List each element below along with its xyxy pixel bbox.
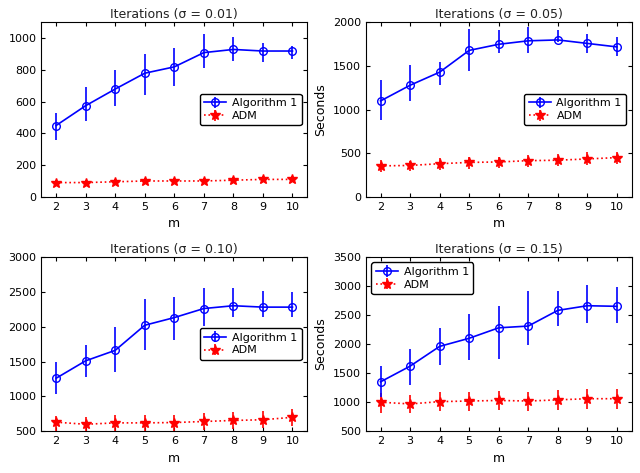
Title: Iterations (σ = 0.01): Iterations (σ = 0.01) <box>111 9 238 21</box>
Legend: Algorithm 1, ADM: Algorithm 1, ADM <box>524 94 626 125</box>
Y-axis label: Seconds: Seconds <box>314 318 327 370</box>
Y-axis label: Seconds: Seconds <box>314 83 327 136</box>
Title: Iterations (σ = 0.15): Iterations (σ = 0.15) <box>435 243 563 256</box>
X-axis label: m: m <box>168 217 180 230</box>
Title: Iterations (σ = 0.10): Iterations (σ = 0.10) <box>111 243 238 256</box>
X-axis label: m: m <box>168 452 180 464</box>
X-axis label: m: m <box>493 452 505 464</box>
X-axis label: m: m <box>493 217 505 230</box>
Legend: Algorithm 1, ADM: Algorithm 1, ADM <box>200 94 301 125</box>
Legend: Algorithm 1, ADM: Algorithm 1, ADM <box>371 263 473 294</box>
Title: Iterations (σ = 0.05): Iterations (σ = 0.05) <box>435 9 563 21</box>
Legend: Algorithm 1, ADM: Algorithm 1, ADM <box>200 328 301 360</box>
